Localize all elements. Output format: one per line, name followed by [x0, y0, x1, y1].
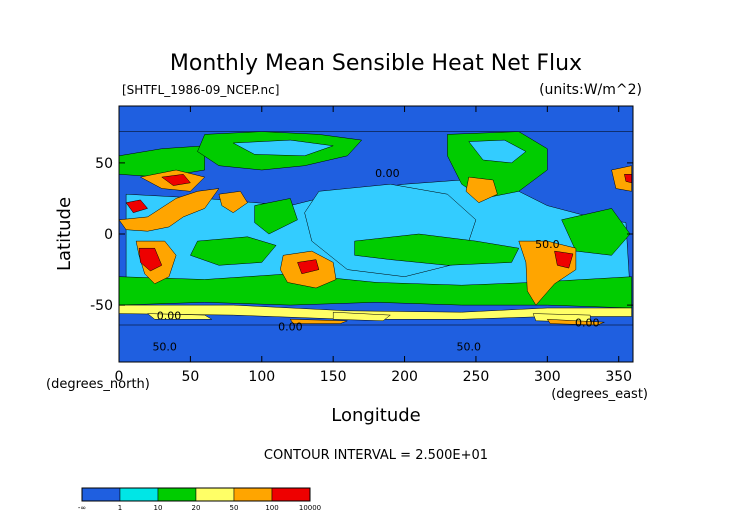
flux-region-24	[624, 174, 632, 184]
x-tick-label: 300	[534, 369, 561, 385]
x-axis-ticks: 0 50 100 150 200 250 300 350	[115, 106, 632, 385]
flux-map	[119, 106, 633, 362]
x-unit-note: (degrees_east)	[551, 387, 648, 402]
flux-region-29	[146, 313, 213, 320]
x-tick-label: 50	[181, 369, 199, 385]
colorbar-swatch	[195, 487, 235, 502]
y-axis-label: Latitude	[54, 197, 75, 271]
colorbar-tick-label: 1	[118, 504, 122, 512]
chart-title: Monthly Mean Sensible Heat Net Flux	[170, 51, 582, 76]
flux-region-27	[119, 106, 633, 132]
contour-label: 0.00	[157, 309, 182, 322]
colorbar-tick-label: 20	[192, 504, 201, 512]
contour-label: 50.0	[152, 341, 177, 354]
contour-labels: 0.00 50.0 0.00 0.00 0.00 50.0 50.0	[152, 167, 599, 354]
x-tick-label: 150	[320, 369, 347, 385]
flux-region-21	[554, 250, 574, 269]
flux-region-23	[611, 165, 632, 192]
flux-region-32	[289, 319, 348, 324]
flux-region-15	[125, 199, 149, 213]
colorbar-swatch	[119, 487, 159, 502]
x-tick-label: 0	[115, 369, 124, 385]
x-tick-label: 350	[605, 369, 632, 385]
y-unit-note: (degrees_north)	[46, 377, 150, 392]
colorbar-tick-label: 10000	[299, 504, 321, 512]
x-tick-label: 200	[391, 369, 418, 385]
flux-region-28	[119, 324, 633, 362]
flux-region-22	[465, 176, 498, 203]
flux-region-11	[232, 139, 334, 157]
flux-region-9	[468, 139, 527, 164]
y-tick-label: 50	[95, 156, 113, 172]
file-label: [SHTFL_1986-09_NCEP.nc]	[122, 83, 279, 97]
contour-label: 0.00	[278, 321, 303, 334]
flux-region-5	[190, 236, 277, 266]
colorbar-swatch	[233, 487, 273, 502]
y-tick-label: -50	[90, 298, 113, 314]
y-axis-ticks: 50 0 -50	[90, 156, 633, 314]
flux-region-19	[297, 259, 320, 275]
flux-region-4	[354, 233, 520, 266]
colorbar-swatch	[81, 487, 121, 502]
colorbar-tick-label: 50	[230, 504, 239, 512]
flux-region-17	[138, 247, 163, 272]
x-tick-label: 100	[248, 369, 275, 385]
contour-label: 0.00	[575, 316, 600, 329]
flux-region-33	[546, 319, 605, 326]
x-axis-label: Longitude	[331, 405, 421, 426]
flux-region-30	[332, 311, 391, 322]
colorbar-tick-label: 100	[265, 504, 278, 512]
colorbar-swatch	[157, 487, 197, 502]
x-tick-label: 250	[463, 369, 490, 385]
flux-region-12	[119, 188, 220, 232]
colorbar: -∞ 1 10 20 50 100 10000	[78, 487, 321, 512]
colorbar-tick-label: -∞	[78, 504, 86, 512]
contour-interval-text: CONTOUR INTERVAL = 2.500E+01	[264, 448, 488, 463]
y-tick-label: 0	[104, 227, 113, 243]
colorbar-swatch	[271, 487, 311, 502]
flux-region-14	[161, 174, 191, 186]
units-label: (units:W/m^2)	[539, 82, 642, 98]
flux-region-26	[254, 198, 298, 235]
flux-region-7	[119, 145, 205, 178]
contour-label: 50.0	[535, 238, 560, 251]
contour-label: 0.00	[375, 167, 400, 180]
colorbar-frame	[81, 487, 311, 502]
flux-region-2	[119, 304, 632, 320]
flux-region-25	[218, 191, 248, 213]
flux-region-6	[561, 208, 631, 256]
colorbar-tick-label: 10	[154, 504, 163, 512]
contour-label: 50.0	[457, 341, 482, 354]
